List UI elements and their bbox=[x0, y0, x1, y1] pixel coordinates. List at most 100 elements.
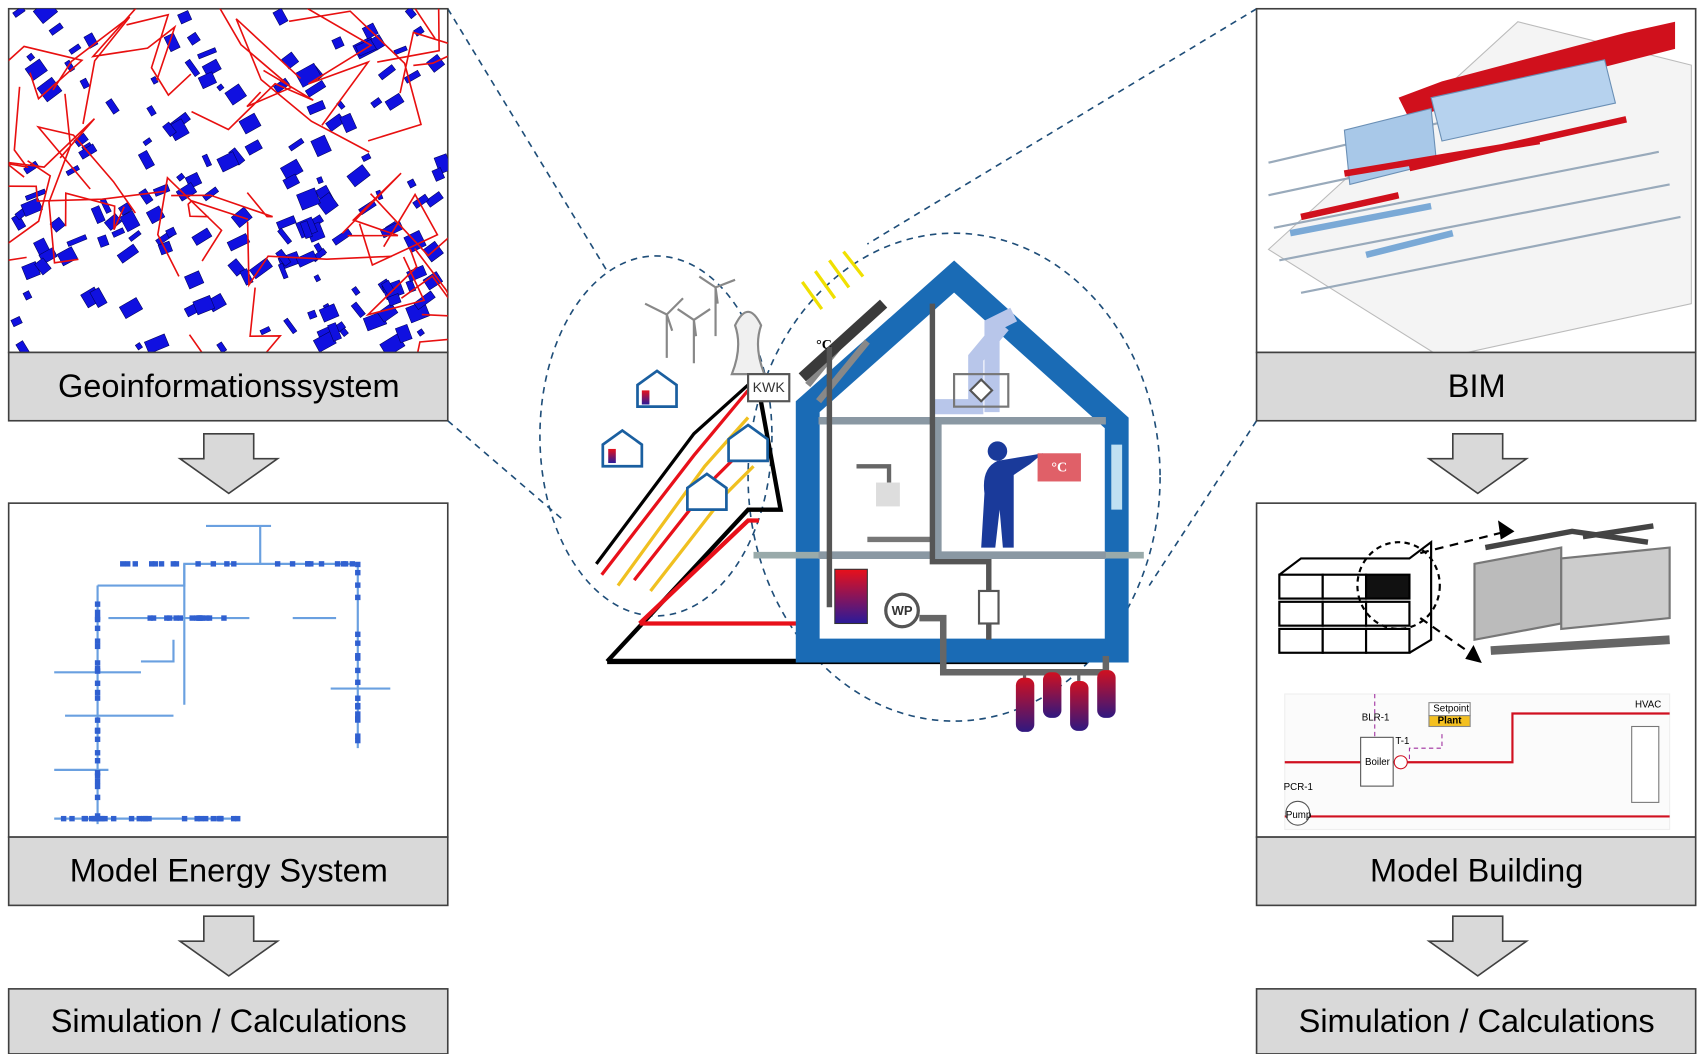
shape bbox=[216, 815, 222, 822]
right-column: BIM BLR-1 Boiler T-1 Setpoint Plant PCR-… bbox=[1255, 7, 1697, 1054]
line-shape bbox=[140, 639, 175, 663]
shape bbox=[138, 188, 154, 205]
shape bbox=[206, 615, 213, 621]
shape bbox=[296, 187, 321, 211]
line-shape bbox=[358, 192, 439, 267]
shape bbox=[313, 274, 322, 283]
shape bbox=[355, 631, 361, 638]
shape bbox=[224, 561, 230, 567]
shape bbox=[10, 316, 23, 328]
shape bbox=[146, 105, 157, 117]
shape bbox=[118, 297, 144, 319]
shape bbox=[97, 815, 103, 822]
shape bbox=[370, 34, 386, 51]
line-shape bbox=[399, 31, 448, 94]
shape bbox=[386, 293, 402, 307]
shape bbox=[150, 615, 157, 621]
schematic-label: Boiler bbox=[1365, 757, 1391, 768]
connectors bbox=[447, 8, 1258, 722]
shape bbox=[422, 271, 444, 291]
shape bbox=[282, 173, 301, 190]
shape bbox=[94, 750, 101, 756]
line-shape bbox=[188, 287, 282, 353]
shape bbox=[315, 192, 339, 216]
shape bbox=[94, 736, 101, 742]
energy-model bbox=[7, 502, 449, 838]
shape bbox=[355, 695, 361, 701]
shape bbox=[198, 615, 204, 621]
shape bbox=[339, 327, 349, 338]
shape bbox=[272, 8, 289, 26]
kwk-label: KWK bbox=[753, 379, 786, 395]
schematic-label: HVAC bbox=[1635, 699, 1661, 710]
shape bbox=[102, 815, 108, 822]
shape bbox=[94, 609, 101, 616]
house-illustration: KWK °C °C WP bbox=[594, 250, 1144, 732]
shape bbox=[195, 561, 201, 567]
line-shape bbox=[421, 313, 448, 317]
line-shape bbox=[36, 125, 137, 214]
shape bbox=[249, 257, 273, 280]
shape bbox=[221, 615, 227, 621]
line-shape bbox=[288, 10, 422, 142]
hvac-schematic: BLR-1 Boiler T-1 Setpoint Plant PCR-1 Pu… bbox=[1284, 693, 1671, 831]
line-shape bbox=[171, 192, 273, 218]
shape bbox=[128, 230, 142, 242]
shape bbox=[89, 287, 108, 309]
shape bbox=[94, 769, 101, 776]
shape bbox=[173, 615, 179, 621]
shape bbox=[210, 561, 217, 567]
shape bbox=[192, 295, 216, 316]
shape bbox=[94, 689, 101, 696]
line-shape bbox=[8, 45, 84, 101]
shape bbox=[346, 164, 371, 188]
shape bbox=[26, 52, 36, 62]
line-shape bbox=[377, 8, 440, 63]
shape bbox=[191, 227, 213, 246]
shape bbox=[181, 815, 188, 822]
shape bbox=[94, 783, 101, 790]
schematic-label: Setpoint bbox=[1433, 704, 1469, 715]
shape bbox=[355, 667, 361, 674]
flow-arrow bbox=[1426, 432, 1530, 495]
shape bbox=[216, 151, 240, 173]
shape bbox=[94, 616, 101, 623]
shape bbox=[327, 322, 342, 342]
shape bbox=[307, 309, 318, 320]
panel-label: BIM bbox=[1448, 368, 1506, 404]
shape bbox=[339, 112, 358, 133]
label-box bbox=[1255, 836, 1697, 907]
shape bbox=[316, 176, 324, 185]
shape bbox=[331, 36, 345, 50]
shape bbox=[175, 182, 198, 202]
left-column: Geoinformationssystem Model Energy Syste… bbox=[7, 7, 449, 1054]
shape bbox=[49, 216, 66, 233]
shape bbox=[355, 582, 361, 588]
shape bbox=[143, 333, 170, 353]
line-shape bbox=[191, 69, 314, 131]
line-shape bbox=[306, 8, 373, 126]
shape bbox=[163, 32, 181, 53]
shape bbox=[134, 342, 143, 351]
shape bbox=[81, 815, 88, 822]
shape bbox=[201, 58, 222, 77]
schematic-label: PCR-1 bbox=[1284, 782, 1313, 793]
shape bbox=[173, 561, 180, 567]
line-shape bbox=[400, 274, 448, 299]
shape bbox=[355, 704, 361, 710]
flow-arrow bbox=[1426, 915, 1530, 977]
schematic-label: BLR-1 bbox=[1362, 712, 1390, 723]
label-box bbox=[1255, 351, 1697, 422]
shape bbox=[230, 815, 237, 822]
shape bbox=[224, 83, 247, 106]
shape bbox=[416, 328, 425, 337]
shape bbox=[94, 625, 101, 632]
shape bbox=[394, 323, 413, 344]
line-shape bbox=[187, 199, 249, 220]
shape bbox=[216, 341, 228, 353]
label-box bbox=[7, 988, 449, 1054]
shape bbox=[152, 561, 158, 567]
shape bbox=[20, 197, 44, 217]
line-shape bbox=[90, 8, 177, 81]
